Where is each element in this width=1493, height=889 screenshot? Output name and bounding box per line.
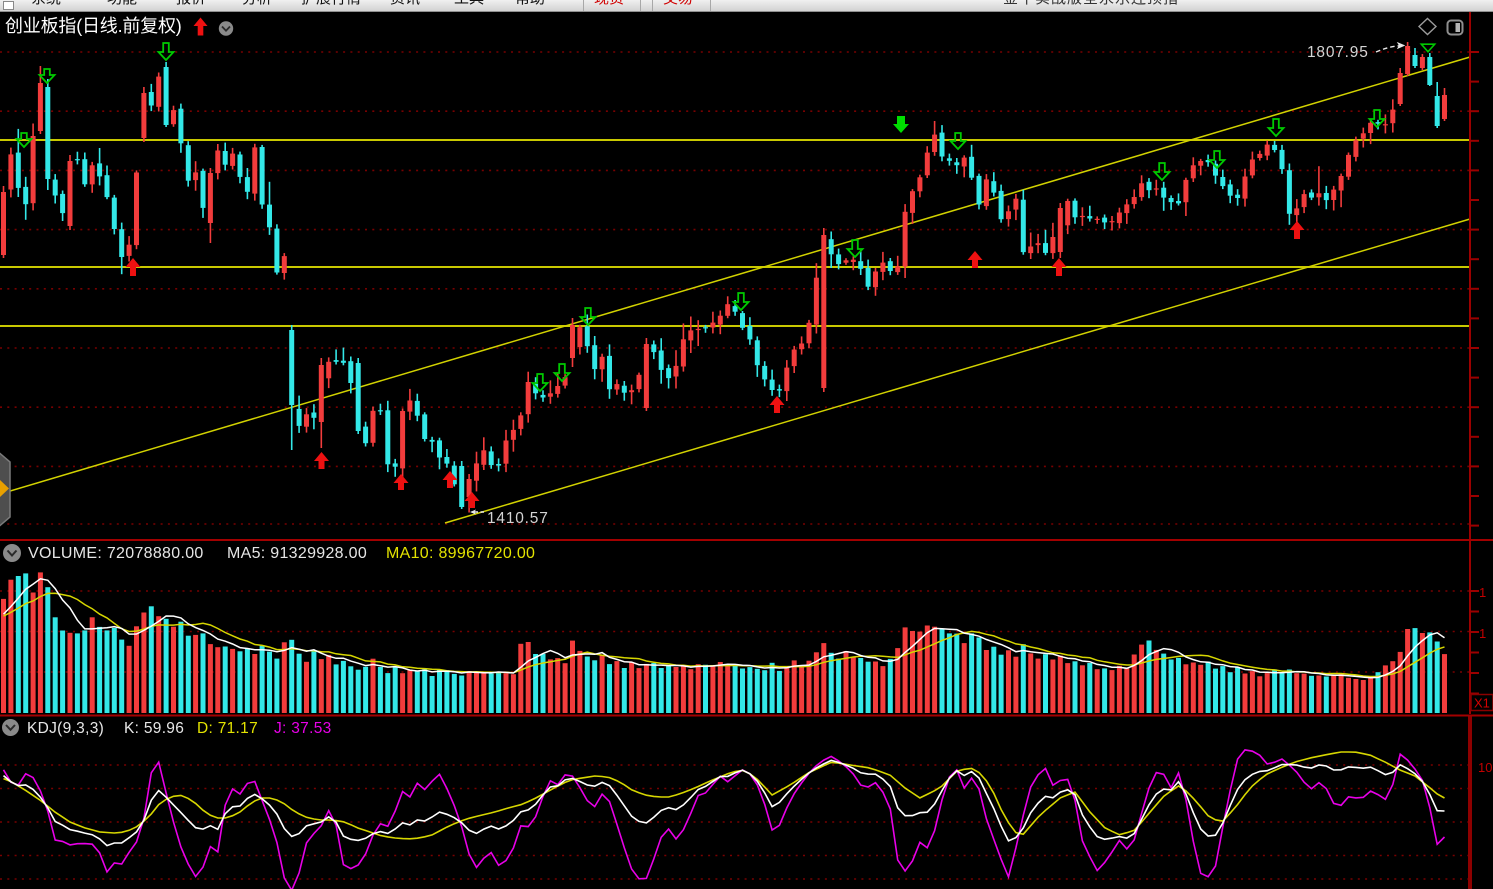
svg-text:1410.57: 1410.57 <box>487 510 549 527</box>
svg-text:10: 10 <box>1478 760 1492 775</box>
svg-text:1: 1 <box>1479 626 1486 641</box>
svg-text:X1: X1 <box>1474 696 1490 711</box>
svg-text:1: 1 <box>1479 585 1486 600</box>
svg-text:1807.95: 1807.95 <box>1307 44 1369 61</box>
svg-text:创业板指(日线.前复权): 创业板指(日线.前复权) <box>5 16 182 36</box>
